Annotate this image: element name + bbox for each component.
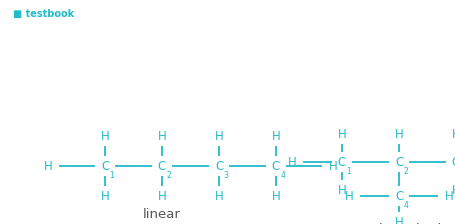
Text: ■ testbook: ■ testbook [13, 9, 74, 19]
Text: H: H [101, 190, 109, 202]
Text: 1: 1 [109, 171, 114, 180]
Text: 2: 2 [402, 167, 407, 176]
Text: 1: 1 [345, 167, 350, 176]
Text: C: C [451, 155, 455, 168]
Text: C: C [271, 159, 279, 172]
Text: H: H [337, 127, 346, 140]
Text: H: H [271, 190, 280, 202]
Text: 4: 4 [402, 201, 407, 210]
Text: H: H [157, 129, 166, 142]
Text: H: H [287, 155, 296, 168]
Text: H: H [157, 190, 166, 202]
Text: H: H [450, 127, 455, 140]
Text: H: H [444, 190, 452, 202]
Text: C: C [101, 159, 109, 172]
Text: 3: 3 [222, 171, 228, 180]
Text: C: C [157, 159, 166, 172]
Text: branched: branched [378, 222, 440, 224]
Text: H: H [44, 159, 52, 172]
Text: C: C [214, 159, 222, 172]
Text: 4: 4 [279, 171, 284, 180]
Text: H: H [101, 129, 109, 142]
Text: H: H [394, 215, 403, 224]
Text: H: H [344, 190, 353, 202]
Text: H: H [214, 129, 223, 142]
Text: C: C [394, 155, 402, 168]
Text: 2: 2 [166, 171, 171, 180]
Text: linear: linear [143, 207, 181, 220]
Text: C: C [394, 190, 402, 202]
Text: H: H [214, 190, 223, 202]
Text: H: H [337, 183, 346, 196]
Text: H: H [394, 127, 403, 140]
Text: C: C [337, 155, 345, 168]
Text: H: H [450, 183, 455, 196]
Text: H: H [328, 159, 337, 172]
Text: H: H [271, 129, 280, 142]
